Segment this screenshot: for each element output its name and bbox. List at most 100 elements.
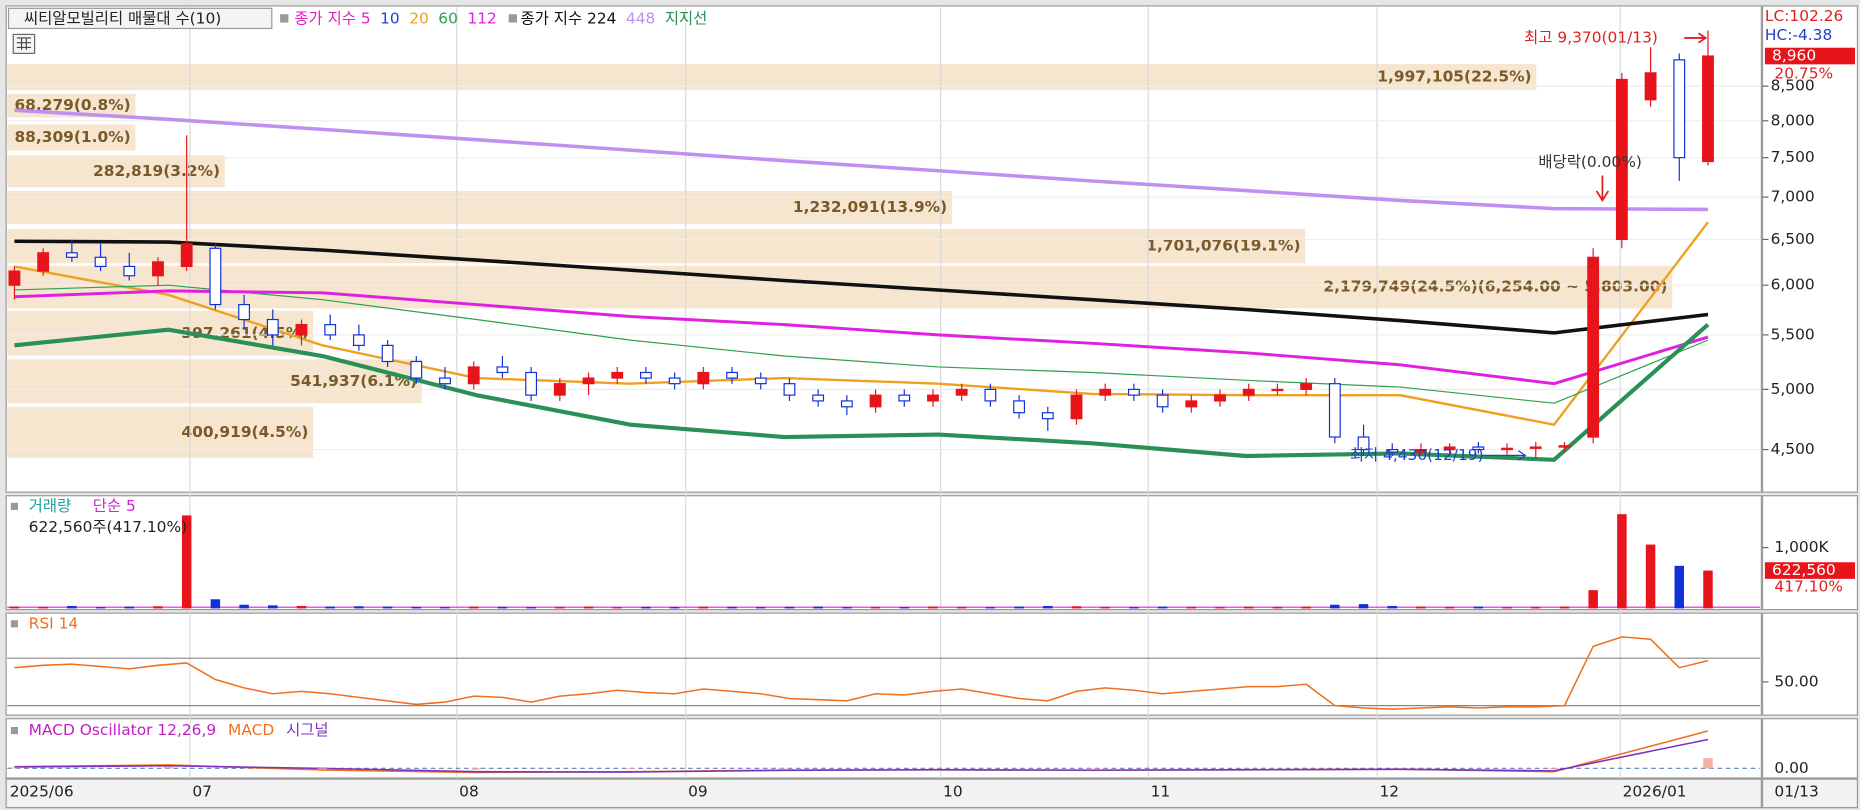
volume-bar — [583, 606, 594, 609]
candle-body — [611, 371, 624, 379]
chart-title[interactable]: 씨티알모빌리티 매물대 수(10) — [24, 9, 221, 27]
volume-profile-label: 1,232,091(13.9%) — [793, 198, 947, 216]
candle-body — [1099, 388, 1112, 396]
moving-average-line — [14, 239, 1709, 335]
volume-bar — [1444, 606, 1455, 609]
candle-body — [65, 252, 78, 258]
volume-bar — [411, 606, 422, 609]
volume-bar — [67, 605, 77, 609]
macd-oscillator-bar — [9, 767, 20, 769]
date-label: 11 — [1151, 783, 1171, 801]
price-tick-label: 6,000 — [1771, 276, 1815, 294]
candle-body — [410, 360, 423, 379]
candle-body — [1415, 448, 1427, 453]
volume-profile-bar — [7, 310, 314, 356]
volume-bar — [296, 605, 307, 609]
price-tick-label: 6,500 — [1771, 230, 1815, 248]
volume-bar — [1157, 606, 1168, 609]
volume-profile-label: 282,819(3.2%) — [93, 162, 220, 180]
line-layer — [7, 108, 1761, 774]
last-volume: 622,560 — [1772, 561, 1836, 579]
candle-body — [123, 265, 136, 277]
candle-body — [1673, 59, 1686, 159]
volume-bar — [985, 607, 996, 609]
volume-bar — [497, 606, 508, 609]
candle-body — [1013, 400, 1026, 414]
volume-profile-label: 1,997,105(22.5%) — [1377, 68, 1531, 86]
table-button[interactable] — [12, 33, 36, 54]
candle-body — [266, 318, 279, 336]
volume-bar — [526, 607, 536, 609]
volume-profile-label: 1,701,076(19.1%) — [1146, 237, 1300, 255]
title-box[interactable] — [7, 7, 273, 30]
rsi-line — [14, 636, 1709, 710]
candle-body — [812, 394, 825, 402]
candle-body — [1501, 447, 1513, 451]
volume-title: 거래량 — [29, 497, 72, 515]
candle-body — [1041, 412, 1054, 420]
legend-item: 60 — [438, 9, 458, 27]
price-axis — [1761, 5, 1859, 493]
volume-info: 622,560주(417.10%) — [29, 518, 187, 536]
candle-body — [37, 252, 50, 272]
candle-body — [1558, 445, 1571, 448]
volume-bar — [1301, 606, 1311, 609]
candle-body — [381, 344, 394, 363]
candle-body — [1300, 383, 1313, 390]
candle-body — [209, 247, 222, 306]
volume-bar — [38, 606, 48, 609]
volume-bar — [1416, 606, 1426, 609]
volume-bar — [181, 515, 192, 609]
moving-average-line — [14, 289, 1709, 386]
last-price-box — [1764, 47, 1856, 65]
candle-body — [1443, 446, 1456, 451]
volume-bar — [928, 606, 938, 609]
panel-marker — [10, 726, 19, 735]
cursor-date-box — [1761, 778, 1859, 809]
volume-panel — [5, 495, 1762, 611]
macd-title: 시그널 — [286, 721, 329, 739]
candle-body — [582, 377, 595, 385]
date-axis — [5, 778, 1762, 809]
candle-body — [1328, 383, 1341, 438]
macd-oscillator-bar — [625, 768, 636, 770]
volume-profile-label: 68,279(0.8%) — [14, 96, 130, 114]
moving-average-line — [14, 323, 1710, 462]
legend-item: 20 — [409, 9, 429, 27]
candle-body — [984, 388, 997, 402]
candle-body — [1070, 394, 1083, 420]
high-note: 최고 9,370(01/13) — [1524, 28, 1658, 46]
macd-title: MACD Oscillator 12,26,9 — [29, 721, 217, 739]
candle-body — [1185, 400, 1198, 408]
candle-body — [1214, 394, 1226, 402]
moving-average-line — [14, 284, 1709, 404]
volume-profile-bar — [7, 190, 952, 225]
volume-bar — [813, 606, 823, 609]
volume-bar — [1358, 604, 1369, 609]
volume-bar — [756, 607, 766, 609]
macd-axis — [1761, 718, 1859, 779]
candle-body — [525, 371, 538, 396]
candle-body — [840, 400, 853, 408]
volume-profile-label: 397,261(4.5%) — [181, 324, 308, 342]
low-note: 최저 4,430(12/19) — [1350, 446, 1484, 464]
hc-label: HC:-4.38 — [1765, 26, 1832, 44]
macd-oscillator-bar — [317, 768, 328, 770]
volume-bar — [325, 606, 335, 609]
candle-body — [496, 366, 509, 374]
legend-marker — [280, 14, 289, 23]
candle-body — [180, 243, 193, 268]
candle-body — [1386, 448, 1399, 453]
candle-body — [238, 303, 251, 321]
legend-marker — [508, 14, 517, 23]
date-label: 07 — [192, 783, 212, 801]
candle-body — [8, 270, 21, 286]
volume-bar — [1559, 606, 1570, 609]
last-price: 8,960 — [1772, 47, 1816, 65]
volume-bar — [1502, 607, 1512, 609]
lc-label: LC:102.26 — [1765, 7, 1843, 25]
volume-bar — [382, 606, 393, 609]
volume-profile-bar — [7, 124, 136, 151]
